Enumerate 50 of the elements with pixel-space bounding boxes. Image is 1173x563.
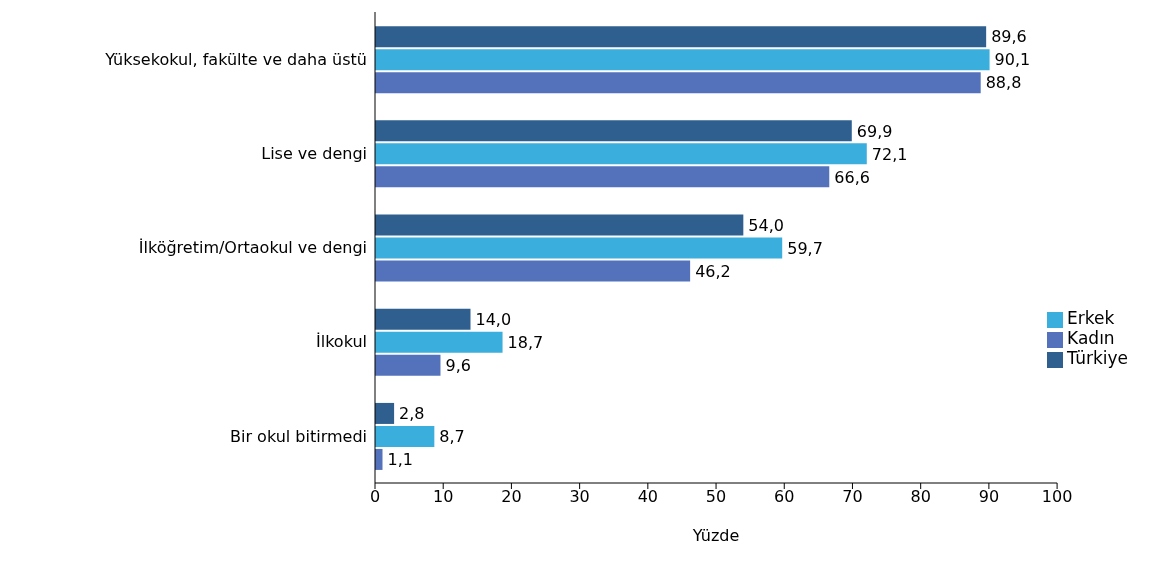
bar <box>375 72 981 94</box>
data-label: 59,7 <box>787 238 823 258</box>
x-tick-label: 90 <box>978 487 1000 507</box>
bar <box>375 308 471 330</box>
data-label: 14,0 <box>475 309 512 329</box>
data-label: 88,8 <box>985 73 1022 93</box>
y-tick-label: İlköğretim/Ortaokul ve dengi <box>138 238 367 258</box>
y-tick-label: İlkokul <box>315 332 367 352</box>
x-tick-label: 100 <box>1041 487 1073 507</box>
data-label: 72,1 <box>871 144 908 164</box>
bar <box>375 425 435 447</box>
bar <box>375 49 990 71</box>
data-label: 66,6 <box>834 167 870 187</box>
x-tick-label: 10 <box>433 487 454 507</box>
bar <box>375 331 503 353</box>
data-label: 89,6 <box>991 27 1027 47</box>
y-tick-label: Yüksekokul, fakülte ve daha üstü <box>104 49 367 69</box>
bar <box>375 260 691 282</box>
x-tick-label: 30 <box>569 487 590 507</box>
legend-label: Kadın <box>1067 328 1115 348</box>
bar <box>375 402 395 424</box>
bar <box>375 214 744 236</box>
legend-label: Türkiye <box>1067 348 1128 368</box>
data-label: 2,8 <box>399 404 425 424</box>
data-label: 1,1 <box>387 450 413 470</box>
y-tick-label: Bir okul bitirmedi <box>230 426 367 446</box>
x-tick-label: 20 <box>501 487 522 507</box>
data-label: 9,6 <box>445 355 471 375</box>
x-tick-label: 60 <box>774 487 795 507</box>
bar <box>375 166 830 188</box>
data-label: 8,7 <box>439 427 465 447</box>
x-tick-label: 80 <box>910 487 931 507</box>
y-tick-label: Lise ve dengi <box>261 143 367 163</box>
data-label: 18,7 <box>507 332 544 352</box>
bar <box>375 354 441 376</box>
legend-label: Erkek <box>1067 308 1115 328</box>
x-tick-label: 70 <box>842 487 863 507</box>
x-tick-label: 0 <box>369 487 381 507</box>
data-label: 90,1 <box>994 50 1031 70</box>
x-tick-label: 50 <box>705 487 727 507</box>
data-label: 54,0 <box>748 215 784 235</box>
x-tick-label: 40 <box>637 487 659 507</box>
bar <box>375 237 783 259</box>
x-axis-title: Yüzde <box>691 526 740 545</box>
data-label: 69,9 <box>856 121 893 141</box>
bar <box>375 143 867 165</box>
bar <box>375 448 383 470</box>
data-label: 46,2 <box>695 261 731 281</box>
bar <box>375 26 987 48</box>
bar <box>375 120 852 142</box>
